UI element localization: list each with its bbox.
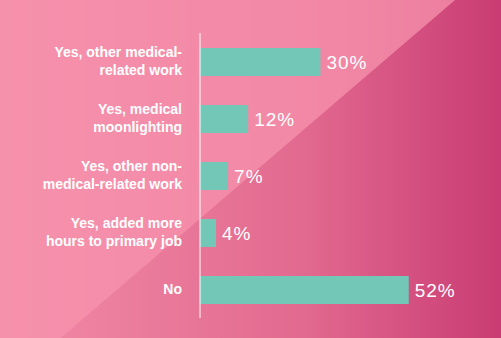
svg-text:30%: 30%: [326, 52, 367, 73]
svg-text:No: No: [163, 280, 182, 296]
svg-text:12%: 12%: [254, 109, 295, 130]
svg-text:Yes, other non-medical-related: Yes, other non-medical-related work: [43, 157, 183, 191]
svg-text:Yes, medicalmoonlighting: Yes, medicalmoonlighting: [93, 100, 182, 134]
svg-text:Yes, added morehours to primar: Yes, added morehours to primary job: [46, 214, 182, 248]
svg-text:52%: 52%: [415, 280, 456, 301]
svg-text:Yes, other medical-related wor: Yes, other medical-related work: [54, 43, 182, 77]
svg-text:7%: 7%: [234, 166, 263, 187]
svg-text:4%: 4%: [222, 223, 251, 244]
